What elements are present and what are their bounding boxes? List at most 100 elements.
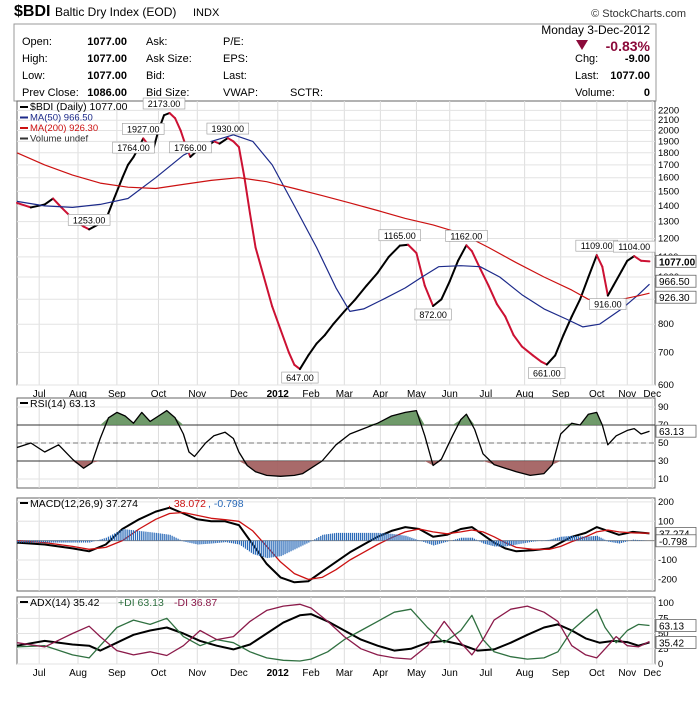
macd-histogram-bar <box>54 540 56 543</box>
macd-histogram-bar <box>639 540 641 541</box>
annotation-box <box>142 97 186 110</box>
macd-histogram-bar <box>553 538 555 541</box>
price-segment <box>315 334 326 345</box>
x-tick-label: May <box>407 389 426 400</box>
macd-histogram-bar <box>314 539 316 541</box>
macd-histogram-bar <box>367 532 369 541</box>
x-tick-label: Jul <box>33 668 46 679</box>
macd-histogram-bar <box>294 540 296 550</box>
macd-histogram-bar <box>615 540 617 543</box>
macd-histogram-bar <box>602 538 604 541</box>
macd-histogram-bar <box>272 540 274 558</box>
macd-histogram-bar <box>419 540 421 542</box>
series-line <box>16 409 650 477</box>
price-segment <box>415 252 426 287</box>
macd-histogram-bar <box>179 539 181 541</box>
macd-histogram-bar <box>274 540 276 557</box>
macd-histogram-bar <box>302 540 304 546</box>
macd-histogram-bar <box>300 540 302 547</box>
macd-histogram-bar <box>377 532 379 541</box>
price-segment <box>16 201 32 209</box>
macd-histogram-bar <box>605 540 608 542</box>
macd-histogram-bar <box>613 540 615 543</box>
y-tick-label: 800 <box>658 319 674 330</box>
annotation-box <box>445 230 488 242</box>
macd-histogram-bar <box>343 532 346 541</box>
macd-histogram-bar <box>433 540 435 546</box>
price-segment <box>52 197 63 209</box>
price-segment <box>113 176 124 200</box>
macd-histogram-bar <box>520 540 522 544</box>
macd-histogram-bar <box>405 535 407 541</box>
series-line <box>16 511 650 581</box>
macd-histogram-bar <box>462 537 464 541</box>
macd-histogram-bar <box>324 534 326 541</box>
x-tick-label: Dec <box>230 389 248 400</box>
macd-histogram-bar <box>99 539 101 541</box>
price-segment <box>587 254 598 279</box>
macd-histogram-bar <box>82 540 85 543</box>
price-segment <box>237 146 246 179</box>
x-tick-label: Jul <box>479 389 492 400</box>
legend-entry: , 38.072 <box>168 498 206 510</box>
price-segment <box>612 269 623 287</box>
macd-histogram-bar <box>62 540 64 543</box>
x-tick-label: Nov <box>188 389 206 400</box>
macd-histogram-bar <box>634 539 637 541</box>
macd-histogram-bar <box>30 540 33 543</box>
macd-histogram-bar <box>483 540 485 544</box>
price-segment <box>43 197 55 206</box>
price-segment <box>407 243 418 255</box>
macd-histogram-bar <box>391 533 393 541</box>
macd-histogram-bar <box>626 540 629 542</box>
macd-histogram-bar <box>470 537 472 541</box>
macd-histogram-bar <box>211 540 213 544</box>
macd-histogram-bar <box>460 537 463 541</box>
price-segment <box>520 345 534 357</box>
macd-histogram-bar <box>242 540 245 548</box>
quote-label: Last: <box>575 70 599 82</box>
macd-histogram-bar <box>232 540 235 544</box>
macd-histogram-bar <box>260 540 262 557</box>
price-segment <box>554 334 565 357</box>
x-tick-label: Jun <box>442 389 458 400</box>
macd-histogram-bar <box>74 540 76 543</box>
macd-histogram-bar <box>579 536 581 541</box>
x-tick-label: Jul <box>33 389 46 400</box>
macd-histogram-bar <box>130 529 132 541</box>
annotation-label: 1109.00 <box>581 241 613 251</box>
x-tick-label: Jun <box>442 668 458 679</box>
macd-histogram-bar <box>76 540 78 543</box>
macd-histogram-bar <box>587 536 589 541</box>
macd-histogram-bar <box>458 538 461 541</box>
header-exchange: INDX <box>193 7 220 19</box>
y-tick-label: -200 <box>658 574 677 585</box>
y-tick-label: 2200 <box>658 105 679 116</box>
macd-histogram-bar <box>60 540 62 543</box>
price-segment <box>495 303 507 318</box>
macd-histogram-bar <box>120 530 122 541</box>
change-pct: -0.83% <box>606 38 651 54</box>
price-segment <box>440 280 451 301</box>
price-segment <box>174 117 182 132</box>
indicator-panels: 6007008009001000110012001300140015001600… <box>16 97 697 679</box>
macd-histogram-bar <box>136 530 139 541</box>
y-tick-label: 100 <box>658 516 674 527</box>
macd-histogram-bar <box>600 537 602 541</box>
annotation-label: 1162.00 <box>450 231 482 241</box>
macd-histogram-bar <box>266 540 268 559</box>
macd-histogram-bar <box>361 532 363 541</box>
y-tick-label: 1400 <box>658 201 679 212</box>
x-tick-label: Dec <box>643 668 661 679</box>
macd-histogram-bar <box>248 540 251 552</box>
macd-histogram-bar <box>573 535 575 541</box>
legend-entry: MA(50) 966.50 <box>30 113 93 124</box>
macd-histogram-bar <box>223 540 225 543</box>
macd-histogram-bar <box>124 529 126 541</box>
annotation-box <box>122 123 165 135</box>
macd-histogram-bar <box>225 540 227 543</box>
macd-histogram-bar <box>128 529 130 541</box>
macd-histogram-bar <box>381 533 383 541</box>
macd-histogram-bar <box>181 540 183 542</box>
macd-histogram-bar <box>276 540 278 557</box>
